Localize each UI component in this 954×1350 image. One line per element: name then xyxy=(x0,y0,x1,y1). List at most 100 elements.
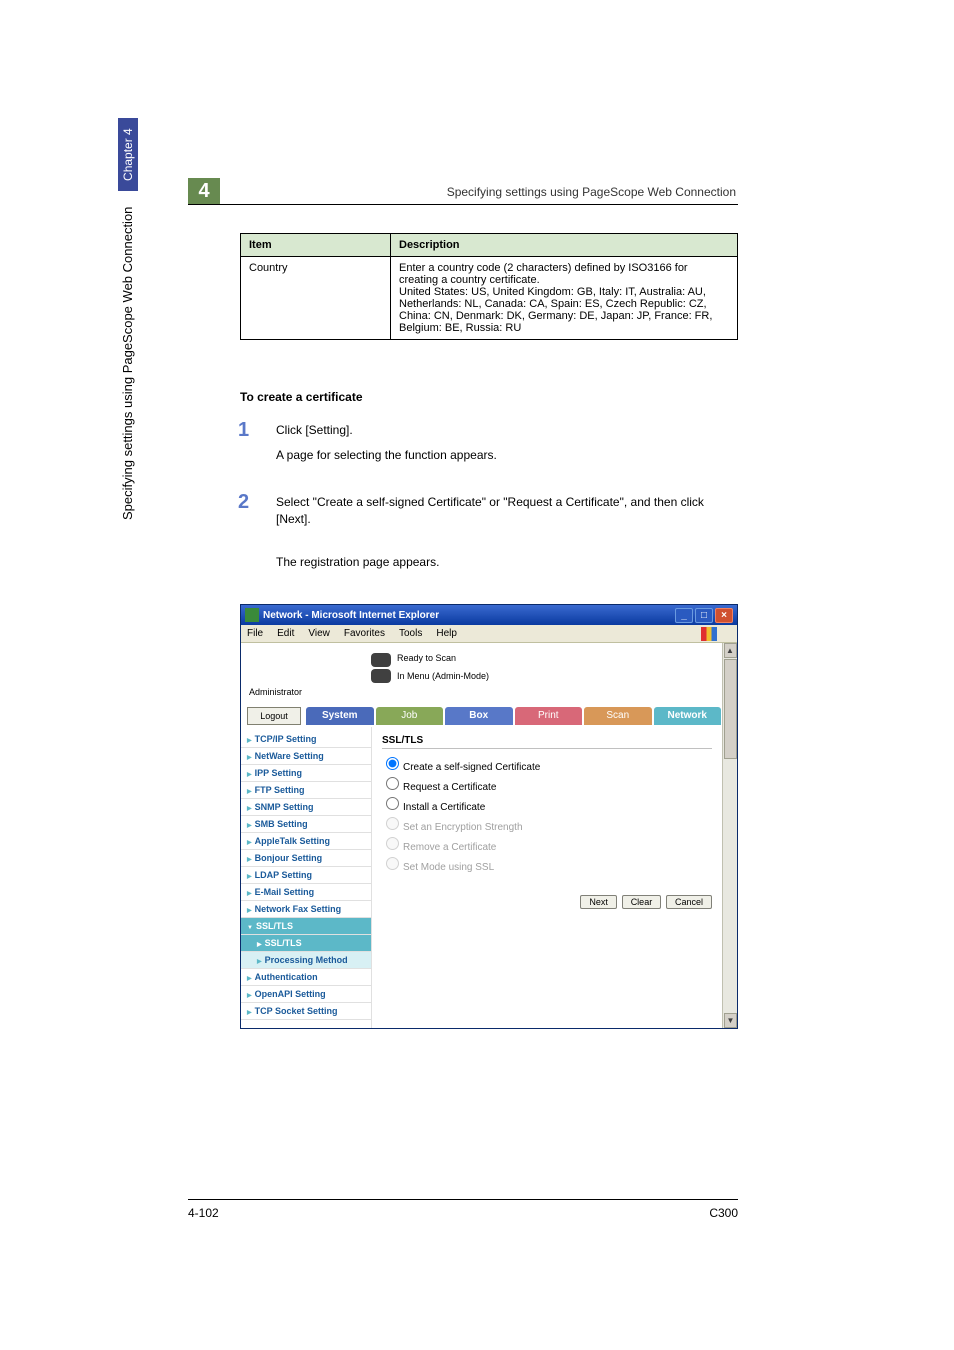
menu-favorites[interactable]: Favorites xyxy=(344,628,385,639)
info-table: Item Description Country Enter a country… xyxy=(240,233,738,340)
minimize-button[interactable]: _ xyxy=(675,608,693,623)
td-item: Country xyxy=(241,257,391,340)
step-2-sub: The registration page appears. xyxy=(276,554,740,571)
step-2: 2 Select "Create a self-signed Certifica… xyxy=(240,494,740,570)
close-button[interactable]: × xyxy=(715,608,733,623)
radio-label-4: Remove a Certificate xyxy=(403,842,496,853)
radio-input-2[interactable] xyxy=(386,797,399,810)
section-title: To create a certificate xyxy=(240,390,363,404)
menu-icon xyxy=(371,669,391,683)
scroll-down-arrow[interactable]: ▼ xyxy=(724,1013,737,1028)
radio-option-3: Set an Encryption Strength xyxy=(382,815,712,835)
main-area: Ready to Scan In Menu (Admin-Mode) Admin… xyxy=(241,643,722,1028)
radio-input-1[interactable] xyxy=(386,777,399,790)
sidebar-item-networkfax[interactable]: Network Fax Setting xyxy=(241,901,371,918)
sidebar-item-netware[interactable]: NetWare Setting xyxy=(241,748,371,765)
scroll-thumb[interactable] xyxy=(724,659,737,759)
logout-button[interactable]: Logout xyxy=(247,707,301,725)
menu-file[interactable]: File xyxy=(247,628,263,639)
tabs-row: Logout System Job Box Print Scan Network xyxy=(241,705,722,727)
ie-icon xyxy=(245,608,259,622)
scroll-up-arrow[interactable]: ▲ xyxy=(724,643,737,658)
page-header-text: Specifying settings using PageScope Web … xyxy=(188,185,736,199)
sidebar-item-bonjour[interactable]: Bonjour Setting xyxy=(241,850,371,867)
sidebar-item-appletalk[interactable]: AppleTalk Setting xyxy=(241,833,371,850)
radio-label-1: Request a Certificate xyxy=(403,782,496,793)
cancel-button[interactable]: Cancel xyxy=(666,895,712,909)
vertical-page-label: Specifying settings using PageScope Web … xyxy=(120,118,135,520)
sidebar-item-email[interactable]: E-Mail Setting xyxy=(241,884,371,901)
th-item: Item xyxy=(241,234,391,257)
radio-input-4 xyxy=(386,837,399,850)
radio-option-2[interactable]: Install a Certificate xyxy=(382,795,712,815)
sidebar-item-openapi[interactable]: OpenAPI Setting xyxy=(241,986,371,1003)
sidebar-item-ssltls[interactable]: SSL/TLS xyxy=(241,918,371,935)
panel-title: SSL/TLS xyxy=(382,735,712,749)
page-footer: 4-102 C300 xyxy=(188,1199,738,1220)
vertical-scrollbar[interactable]: ▲ ▼ xyxy=(722,643,737,1028)
radio-option-1[interactable]: Request a Certificate xyxy=(382,775,712,795)
radio-label-0: Create a self-signed Certificate xyxy=(403,762,540,773)
tab-box[interactable]: Box xyxy=(445,707,513,725)
footer-left: 4-102 xyxy=(188,1206,219,1220)
footer-right: C300 xyxy=(709,1206,738,1220)
status-ready: Ready to Scan xyxy=(397,653,456,663)
sidebar-item-ftp[interactable]: FTP Setting xyxy=(241,782,371,799)
sidebar-item-ldap[interactable]: LDAP Setting xyxy=(241,867,371,884)
main-panel: SSL/TLS Create a self-signed Certificate… xyxy=(371,727,722,1028)
tab-print[interactable]: Print xyxy=(515,707,583,725)
browser-window: Network - Microsoft Internet Explorer _ … xyxy=(240,604,738,1029)
radio-input-0[interactable] xyxy=(386,757,399,770)
tab-network[interactable]: Network xyxy=(654,707,722,725)
menu-help[interactable]: Help xyxy=(436,628,457,639)
td-desc: Enter a country code (2 characters) defi… xyxy=(391,257,738,340)
radio-input-5 xyxy=(386,857,399,870)
radio-label-2: Install a Certificate xyxy=(403,802,485,813)
sidebar: TCP/IP Setting NetWare Setting IPP Setti… xyxy=(241,727,371,1028)
printer-icon xyxy=(371,653,391,667)
radio-option-0[interactable]: Create a self-signed Certificate xyxy=(382,755,712,775)
menu-tools[interactable]: Tools xyxy=(399,628,422,639)
radio-label-5: Set Mode using SSL xyxy=(403,862,494,873)
windows-flag-icon xyxy=(701,627,717,641)
sidebar-sub-ssltls[interactable]: SSL/TLS xyxy=(241,935,371,952)
menubar: File Edit View Favorites Tools Help xyxy=(241,625,737,643)
radio-option-4: Remove a Certificate xyxy=(382,835,712,855)
step-1-text: Click [Setting]. xyxy=(276,422,740,439)
radio-option-5: Set Mode using SSL xyxy=(382,855,712,875)
tab-job[interactable]: Job xyxy=(376,707,444,725)
step-2-num: 2 xyxy=(238,488,249,516)
step-2-text: Select "Create a self-signed Certificate… xyxy=(276,494,740,528)
button-row: Next Clear Cancel xyxy=(382,895,712,909)
maximize-button[interactable]: □ xyxy=(695,608,713,623)
window-title: Network - Microsoft Internet Explorer xyxy=(263,610,439,621)
radio-label-3: Set an Encryption Strength xyxy=(403,822,523,833)
sidebar-item-tcpsocket[interactable]: TCP Socket Setting xyxy=(241,1003,371,1020)
sidebar-item-tcpip[interactable]: TCP/IP Setting xyxy=(241,731,371,748)
admin-label: Administrator xyxy=(249,687,302,697)
radio-input-3 xyxy=(386,817,399,830)
browser-content: Ready to Scan In Menu (Admin-Mode) Admin… xyxy=(241,643,737,1028)
next-button[interactable]: Next xyxy=(580,895,617,909)
sidebar-item-smb[interactable]: SMB Setting xyxy=(241,816,371,833)
status-menu: In Menu (Admin-Mode) xyxy=(397,671,489,681)
step-1: 1 Click [Setting]. A page for selecting … xyxy=(240,422,740,464)
titlebar[interactable]: Network - Microsoft Internet Explorer _ … xyxy=(241,605,737,625)
menu-edit[interactable]: Edit xyxy=(277,628,294,639)
vertical-text: Specifying settings using PageScope Web … xyxy=(120,207,135,520)
step-1-num: 1 xyxy=(238,416,249,444)
tab-system[interactable]: System xyxy=(306,707,374,725)
header-area: Ready to Scan In Menu (Admin-Mode) Admin… xyxy=(241,643,722,705)
tab-scan[interactable]: Scan xyxy=(584,707,652,725)
body-row: TCP/IP Setting NetWare Setting IPP Setti… xyxy=(241,727,722,1028)
chapter-badge: Chapter 4 xyxy=(118,118,138,191)
sidebar-item-snmp[interactable]: SNMP Setting xyxy=(241,799,371,816)
header-rule xyxy=(188,204,738,205)
sidebar-item-auth[interactable]: Authentication xyxy=(241,969,371,986)
th-desc: Description xyxy=(391,234,738,257)
step-1-sub: A page for selecting the function appear… xyxy=(276,447,740,464)
sidebar-sub-processing[interactable]: Processing Method xyxy=(241,952,371,969)
clear-button[interactable]: Clear xyxy=(622,895,662,909)
menu-view[interactable]: View xyxy=(308,628,330,639)
sidebar-item-ipp[interactable]: IPP Setting xyxy=(241,765,371,782)
